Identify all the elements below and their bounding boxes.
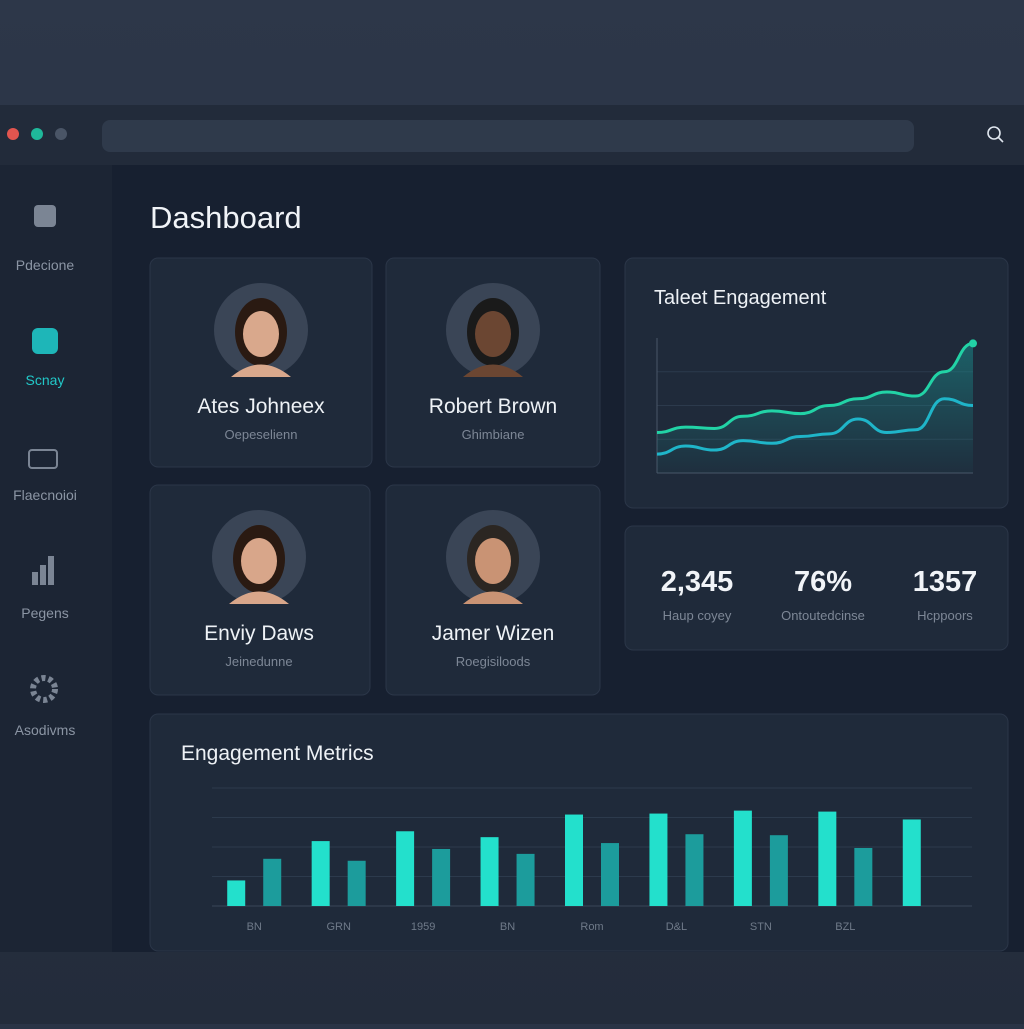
profile-name: Enviy Daws: [204, 622, 314, 645]
sidebar-label: Flaecnoioi: [13, 487, 77, 503]
avatar: [463, 591, 523, 604]
avatar: [231, 364, 291, 377]
bar: [854, 847, 873, 906]
bar: [902, 819, 921, 906]
profile-role: Jeinedunne: [225, 654, 292, 669]
page-title: Dashboard: [150, 200, 302, 235]
avatar: [475, 311, 511, 357]
bar: [396, 831, 415, 906]
bar: [733, 810, 752, 906]
sidebar: [0, 165, 112, 952]
bar: [516, 853, 535, 906]
bar: [432, 848, 451, 906]
profile-name: Ates Johneex: [197, 395, 325, 418]
profile-role: Oepeselienn: [225, 427, 298, 442]
search-icon[interactable]: [987, 126, 1001, 140]
bar: [565, 814, 583, 906]
avatar: [243, 311, 279, 357]
bar: [685, 834, 704, 906]
bar: [769, 835, 788, 906]
stat-value: 2,345: [661, 566, 734, 598]
bar: [601, 843, 619, 906]
bar: [263, 858, 282, 906]
stat-value: 1357: [913, 566, 978, 598]
profile-role: Roegisiloods: [456, 654, 531, 669]
x-tick-label: BZL: [835, 921, 855, 933]
search-icon: [997, 136, 1004, 143]
sidebar-icon: [30, 675, 58, 703]
sidebar-label: Pdecione: [16, 257, 75, 273]
stat-label: Ontoutedcinse: [781, 608, 865, 623]
sidebar-label: Pegens: [21, 605, 68, 621]
sidebar-icon: [32, 328, 58, 354]
x-tick-label: STN: [750, 921, 772, 933]
avatar: [463, 364, 523, 377]
chart-title: Taleet Engagement: [654, 287, 827, 309]
line: [656, 341, 974, 434]
x-tick-label: Rom: [580, 921, 603, 933]
avatar: [475, 538, 511, 584]
bar: [227, 880, 246, 906]
stat-label: Hcppoors: [917, 608, 973, 623]
profile-role: Ghimbiane: [462, 427, 525, 442]
chart-title: Engagement Metrics: [181, 742, 374, 765]
sidebar-icon: [28, 449, 58, 469]
profile-name: Robert Brown: [429, 395, 557, 418]
bar: [649, 813, 668, 906]
line: [656, 397, 974, 456]
x-tick-label: BN: [247, 921, 262, 933]
x-tick-label: GRN: [326, 921, 351, 933]
point: [969, 339, 977, 348]
sidebar-label: Scnay: [26, 372, 65, 388]
stats-card: [624, 525, 1009, 651]
min-button[interactable]: [55, 128, 67, 140]
bar: [818, 811, 837, 906]
sidebar-icon: [32, 556, 54, 585]
x-tick-label: D&L: [666, 921, 687, 933]
x-tick-label: 1959: [411, 921, 435, 933]
profile-name: Jamer Wizen: [432, 622, 555, 645]
sidebar-label: Asodivms: [15, 722, 76, 738]
max-button[interactable]: [31, 128, 43, 140]
stat-label: Haup coyey: [663, 608, 732, 623]
close-button[interactable]: [7, 128, 19, 140]
avatar: [229, 591, 289, 604]
sidebar-icon: [34, 205, 56, 227]
address-bar[interactable]: [102, 120, 914, 152]
x-tick-label: BN: [500, 921, 515, 933]
bar: [311, 841, 330, 906]
bar: [480, 837, 499, 906]
avatar: [241, 538, 277, 584]
bar: [347, 860, 366, 906]
stat-value: 76%: [794, 566, 852, 598]
